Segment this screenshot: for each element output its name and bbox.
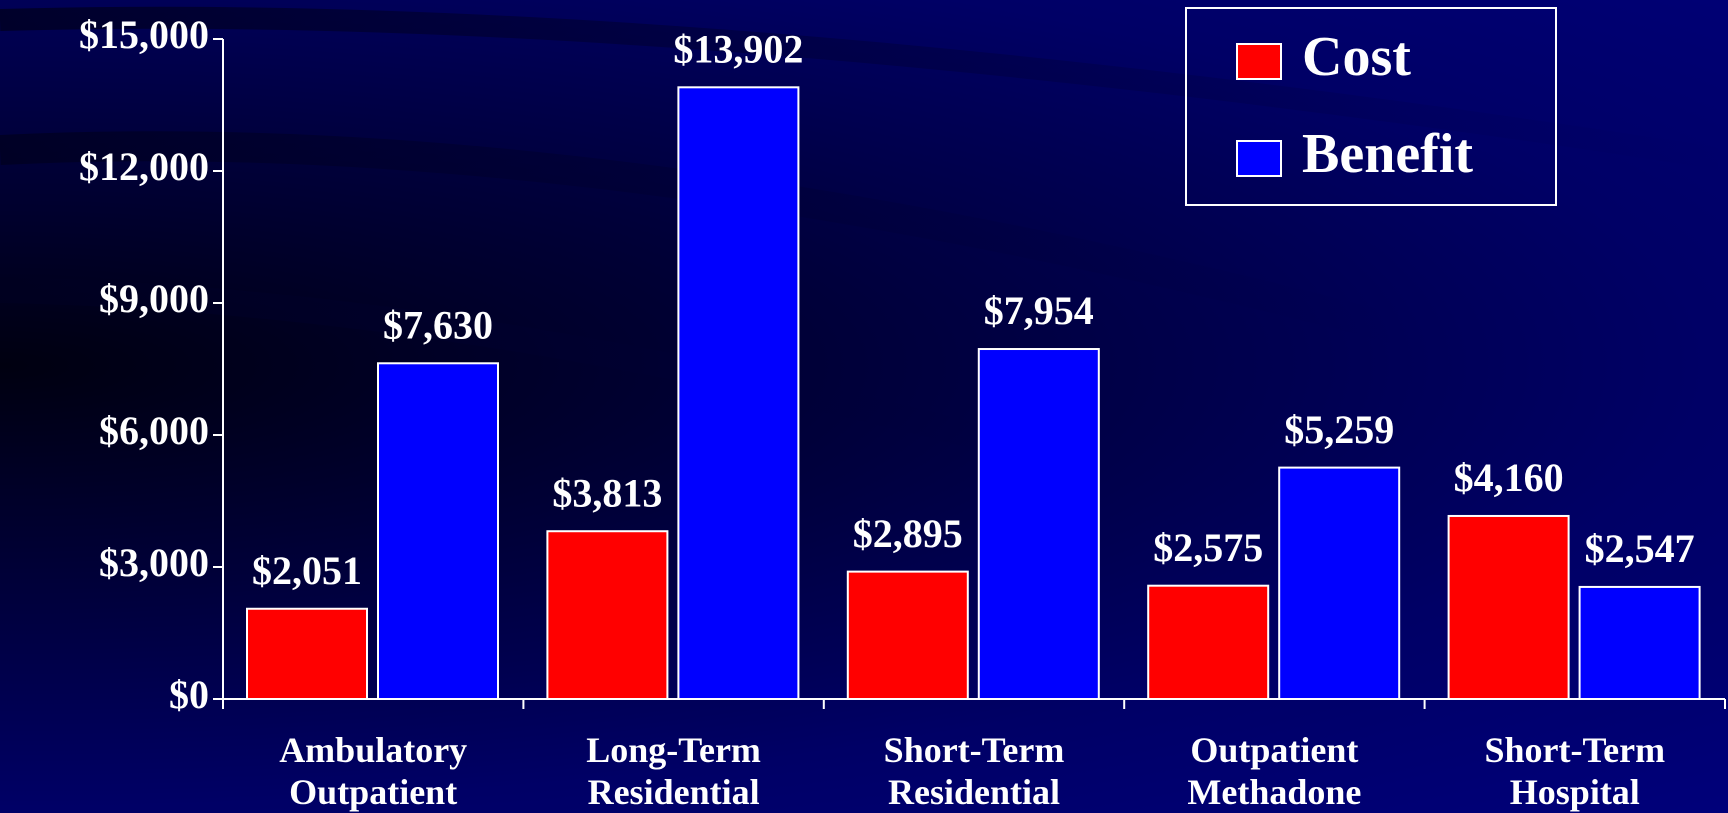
- legend-swatch: [1236, 43, 1282, 80]
- legend-box: [1185, 7, 1557, 206]
- y-tick-label: $3,000: [99, 540, 209, 585]
- x-tick-label: Short-Term Residential: [883, 730, 1065, 812]
- value-label: $5,259: [1284, 407, 1394, 452]
- y-tick-label: $12,000: [79, 144, 209, 189]
- x-tick-label: Ambulatory Outpatient: [279, 730, 468, 812]
- legend-swatch: [1236, 140, 1282, 177]
- value-label: $3,813: [552, 470, 662, 515]
- value-label: $2,575: [1153, 525, 1263, 570]
- x-tick-label: Long-Term Residential: [586, 730, 761, 812]
- value-label: $13,902: [673, 26, 803, 71]
- bar: [1278, 466, 1401, 700]
- bar: [377, 362, 499, 700]
- x-tick-label: Outpatient Methadone: [1187, 730, 1362, 812]
- bar: [1447, 514, 1570, 701]
- value-label: $2,895: [853, 511, 963, 556]
- legend-label: Benefit: [1302, 123, 1473, 185]
- value-label: $2,547: [1585, 526, 1695, 571]
- y-tick-label: $15,000: [79, 12, 209, 57]
- bar: [1578, 585, 1701, 701]
- y-tick-label: $0: [169, 672, 209, 717]
- bar: [1147, 584, 1270, 701]
- bar: [977, 348, 1100, 700]
- x-tick-label: Short-Term Hospital: [1484, 730, 1666, 812]
- y-tick-label: $6,000: [99, 408, 209, 453]
- bar: [677, 86, 800, 700]
- y-tick-label: $9,000: [99, 276, 209, 321]
- value-label: $7,954: [984, 288, 1094, 333]
- bar: [246, 607, 368, 700]
- value-label: $2,051: [252, 548, 362, 593]
- value-label: $7,630: [383, 302, 493, 347]
- legend-label: Cost: [1302, 26, 1411, 88]
- value-label: $4,160: [1454, 455, 1564, 500]
- bar: [846, 570, 969, 700]
- bar: [546, 530, 669, 701]
